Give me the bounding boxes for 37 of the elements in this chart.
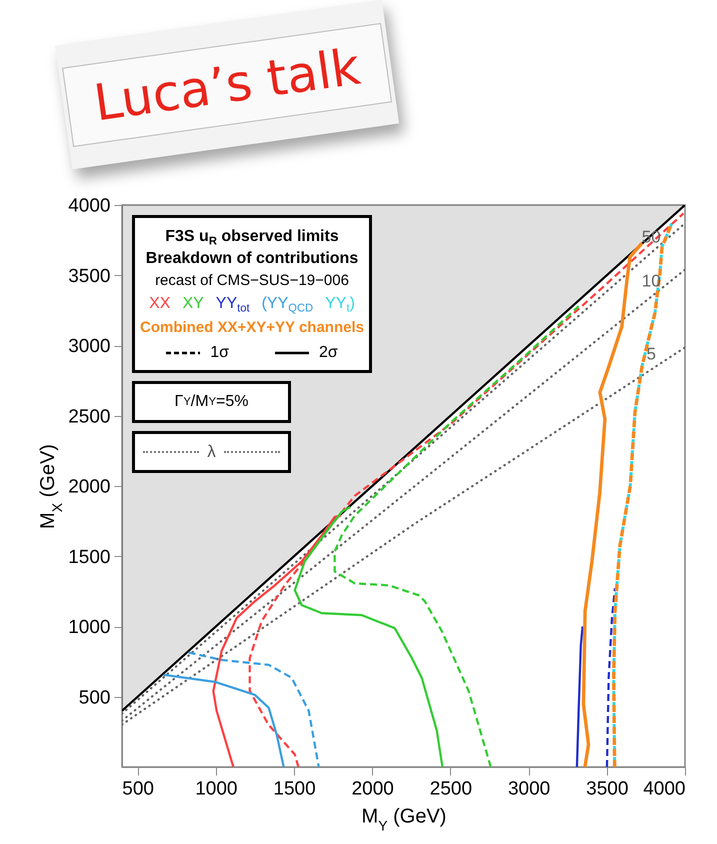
y-tick-label: 4000 <box>68 196 110 216</box>
x-tick-label: 1500 <box>273 778 316 800</box>
text: (YY$_{QCD}$ <box>262 295 314 314</box>
line-series <box>162 674 285 767</box>
y-tick-label: 2500 <box>68 406 110 428</box>
line-series <box>606 587 616 767</box>
x-tick-label: 2500 <box>430 778 472 800</box>
x-tick-label: 3500 <box>586 778 628 800</box>
text: YY$_{tot}$ <box>216 295 250 314</box>
x-tick-label: 1000 <box>195 778 238 800</box>
text: XY <box>182 295 204 312</box>
legend-title: F3S u$_{R}$ observed limits <box>164 227 340 248</box>
x-tick-label: 500 <box>122 778 154 800</box>
y-tick-label: 1000 <box>68 617 110 638</box>
x-tick-label: 3000 <box>508 778 550 800</box>
line-series <box>576 625 584 767</box>
text: XX <box>149 295 170 312</box>
annotation: Breakdown of contributions <box>144 249 360 269</box>
x-tick-label: 2000 <box>352 778 394 800</box>
x-tick-label: 4000 <box>643 778 686 800</box>
text: Combined XX+XY+YY channels <box>140 319 364 336</box>
annotation: 1σ <box>210 343 229 363</box>
annotation: λ <box>207 441 216 463</box>
y-tick-label: 3000 <box>68 336 110 357</box>
annotation: recast of CMS−SUS−19−006 <box>154 271 350 291</box>
y-tick-label: 2000 <box>68 476 110 498</box>
line-series <box>582 241 644 767</box>
series-label: 5 <box>646 344 656 364</box>
annotation: 2σ <box>319 343 338 363</box>
key-frame: λ <box>132 431 291 473</box>
line-series <box>294 506 444 767</box>
text: YY$_{t}$) <box>325 295 355 314</box>
y-tick-label: 3500 <box>68 266 110 287</box>
y-tick-label: 1500 <box>68 546 110 568</box>
x-axis-title: M$_{Y}$ (GeV) <box>362 806 446 834</box>
line-series <box>188 651 320 767</box>
y-tick-label: 500 <box>78 687 110 708</box>
